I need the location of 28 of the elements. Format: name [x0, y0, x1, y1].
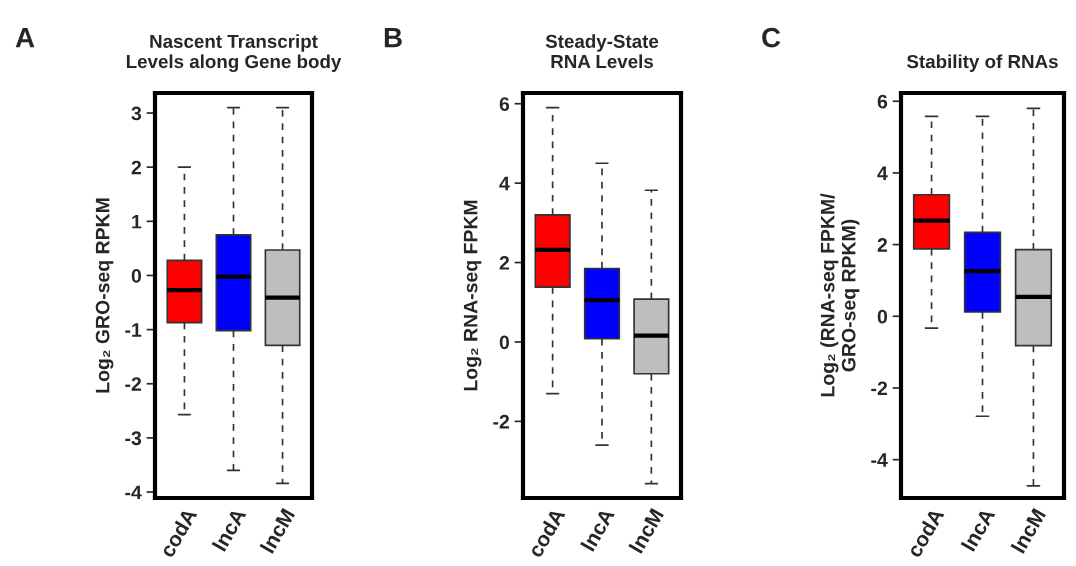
y-tick-label: -4 — [125, 485, 142, 500]
y-tick-label: 2 — [499, 256, 510, 270]
y-axis-title: Log₂ GRO-seq RPKM — [95, 198, 114, 393]
y-axis-title: Log₂ (RNA-seq FPKM/ GRO-seq RPKM) — [820, 193, 860, 397]
y-tick-label: 4 — [877, 166, 888, 180]
y-tick-label: 6 — [877, 94, 888, 109]
y-tick-label: 1 — [132, 214, 142, 229]
chart-title: Stability of RNAs — [906, 54, 1058, 72]
y-tick-label: -2 — [871, 381, 888, 396]
y-tick-label: 2 — [131, 160, 142, 175]
y-tick-label: 6 — [499, 97, 510, 111]
y-tick-label: 2 — [877, 238, 888, 252]
y-tick-label: -1 — [125, 323, 142, 337]
text: A — [15, 28, 35, 48]
text: C — [762, 27, 781, 48]
chart-title: Nascent Transcript Levels along Gene body — [126, 34, 342, 72]
y-tick-label: -2 — [125, 377, 142, 391]
y-tick-label: -2 — [493, 414, 510, 429]
text: B — [384, 28, 402, 48]
y-tick-label: -4 — [871, 453, 888, 467]
y-tick-label: 4 — [499, 176, 510, 191]
chart-title: Steady-State RNA Levels — [545, 34, 659, 69]
y-tick-label: -3 — [125, 431, 142, 446]
y-tick-label: 3 — [131, 106, 142, 121]
y-tick-label: 0 — [131, 268, 142, 283]
y-axis-title: Log₂ RNA-seq FPKM — [463, 200, 482, 391]
y-tick-label: 0 — [877, 309, 888, 324]
y-tick-label: 0 — [499, 335, 510, 350]
